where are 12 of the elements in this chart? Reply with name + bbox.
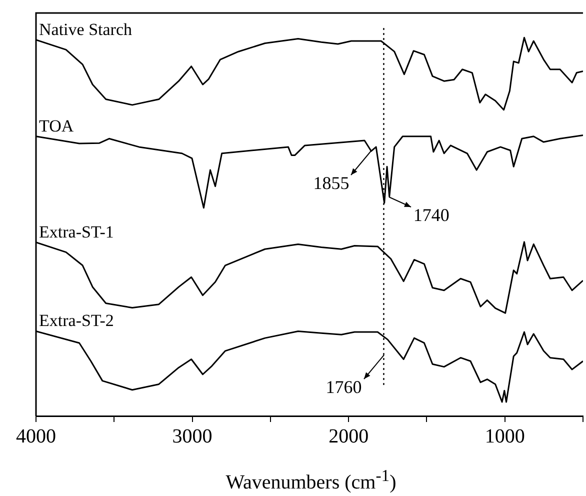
annotation: 1740 <box>413 204 450 226</box>
x-tick-label: 4000 <box>16 425 56 448</box>
series-label: Extra-ST-1 <box>39 222 114 242</box>
x-tick-label: 1000 <box>484 425 525 448</box>
series-label: Extra-ST-2 <box>39 311 114 330</box>
series-label: Native Starch <box>39 20 132 39</box>
annotation: 1760 <box>326 377 362 398</box>
series-label: TOA <box>39 116 74 136</box>
x-tick-label: 3000 <box>172 425 212 448</box>
x-tick-label: 2000 <box>328 425 369 448</box>
x-axis-title: Wavenumbers (cm$^{-1}$) <box>224 466 398 495</box>
annotation: 1855 <box>313 173 350 194</box>
